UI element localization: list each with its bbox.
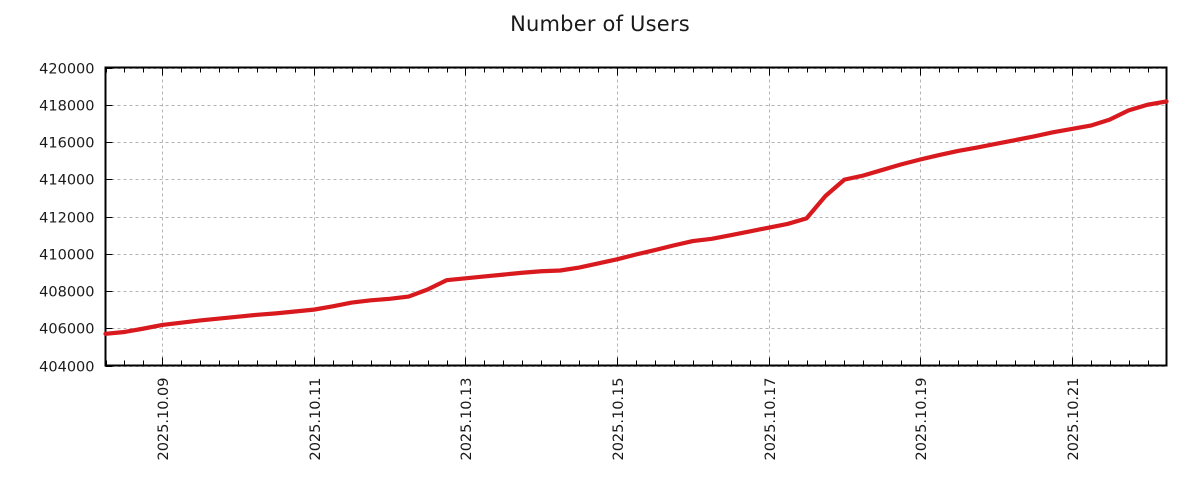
x-tick-label: 2025.10.15	[611, 378, 627, 461]
plot-frame	[104, 66, 1168, 367]
y-tick-label: 410000	[39, 248, 94, 264]
y-tick-marks	[105, 67, 113, 368]
x-tick-marks	[105, 67, 1150, 366]
x-tick-label: 2025.10.19	[914, 378, 930, 461]
y-tick-label: 414000	[39, 173, 94, 189]
y-tick-label: 408000	[39, 285, 94, 301]
data-series-line	[103, 99, 1169, 336]
y-tick-label: 404000	[39, 360, 94, 376]
y-tick-label: 406000	[39, 322, 94, 338]
y-axis-tick-labels: 404000 406000 408000 410000 412000 414000 4160…	[39, 62, 94, 376]
x-gridlines	[162, 67, 1073, 366]
x-tick-label: 2025.10.13	[459, 378, 475, 461]
x-axis-tick-labels: 2025.10.09 2025.10.11 2025.10.13 2025.10.15…	[156, 378, 1082, 461]
y-tick-label: 418000	[39, 99, 94, 115]
chart-title: Number of Users	[510, 12, 690, 36]
y-tick-label: 412000	[39, 211, 94, 227]
x-tick-label: 2025.10.21	[1066, 378, 1082, 461]
x-tick-label: 2025.10.09	[156, 378, 172, 461]
y-tick-label: 416000	[39, 136, 94, 152]
series-line-number-of-users	[103, 99, 1169, 336]
x-tick-label: 2025.10.11	[308, 378, 324, 461]
y-tick-label: 420000	[39, 62, 94, 78]
y-gridlines	[105, 68, 1167, 367]
x-tick-label: 2025.10.17	[763, 378, 779, 461]
